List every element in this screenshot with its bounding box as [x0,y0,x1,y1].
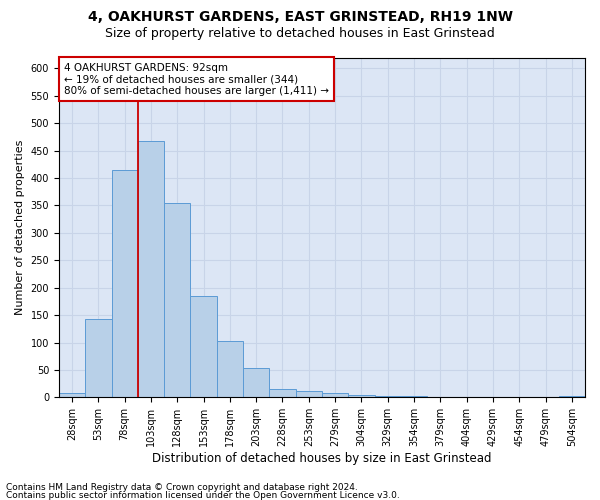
Bar [243,368,269,398]
Bar [559,396,585,398]
Bar [296,391,322,398]
Text: 4, OAKHURST GARDENS, EAST GRINSTEAD, RH19 1NW: 4, OAKHURST GARDENS, EAST GRINSTEAD, RH1… [88,10,512,24]
Bar [190,296,217,398]
Bar [112,170,138,398]
Bar [59,393,85,398]
Bar [164,203,190,398]
Bar [348,394,374,398]
Bar [401,396,427,398]
X-axis label: Distribution of detached houses by size in East Grinstead: Distribution of detached houses by size … [152,452,492,465]
Bar [374,396,401,398]
Bar [322,393,348,398]
Text: Contains public sector information licensed under the Open Government Licence v3: Contains public sector information licen… [6,490,400,500]
Bar [217,342,243,398]
Text: Contains HM Land Registry data © Crown copyright and database right 2024.: Contains HM Land Registry data © Crown c… [6,484,358,492]
Bar [85,319,112,398]
Bar [138,141,164,398]
Text: 4 OAKHURST GARDENS: 92sqm
← 19% of detached houses are smaller (344)
80% of semi: 4 OAKHURST GARDENS: 92sqm ← 19% of detac… [64,62,329,96]
Bar [269,389,296,398]
Text: Size of property relative to detached houses in East Grinstead: Size of property relative to detached ho… [105,28,495,40]
Y-axis label: Number of detached properties: Number of detached properties [15,140,25,315]
